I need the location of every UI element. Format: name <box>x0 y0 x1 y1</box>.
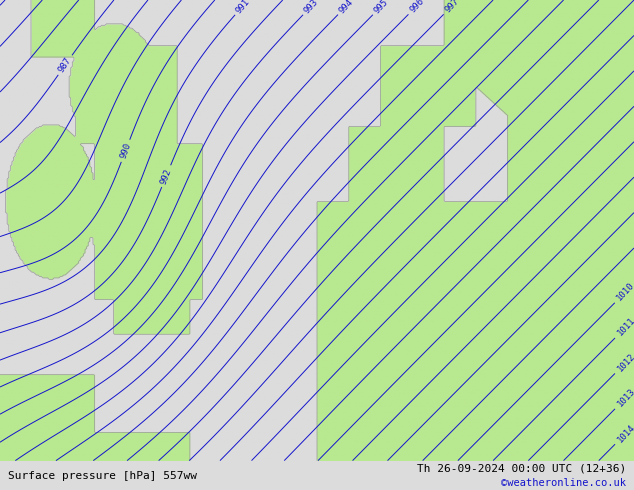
Text: 1010: 1010 <box>615 281 634 303</box>
Text: 1014: 1014 <box>616 422 634 444</box>
Text: 991: 991 <box>235 0 252 15</box>
Text: 994: 994 <box>338 0 355 15</box>
Text: 1011: 1011 <box>616 316 634 338</box>
Text: Surface pressure [hPa] 557ww: Surface pressure [hPa] 557ww <box>8 471 197 481</box>
Text: 987: 987 <box>57 56 74 74</box>
Text: 995: 995 <box>373 0 390 15</box>
Text: 990: 990 <box>119 142 133 160</box>
Text: 992: 992 <box>159 167 173 185</box>
Text: 997: 997 <box>443 0 461 15</box>
Text: 1013: 1013 <box>616 387 634 409</box>
Text: Th 26-09-2024 00:00 UTC (12+36): Th 26-09-2024 00:00 UTC (12+36) <box>417 464 626 473</box>
Text: 1012: 1012 <box>615 351 634 373</box>
Text: ©weatheronline.co.uk: ©weatheronline.co.uk <box>501 478 626 488</box>
Text: 993: 993 <box>302 0 320 15</box>
Text: 996: 996 <box>408 0 426 15</box>
